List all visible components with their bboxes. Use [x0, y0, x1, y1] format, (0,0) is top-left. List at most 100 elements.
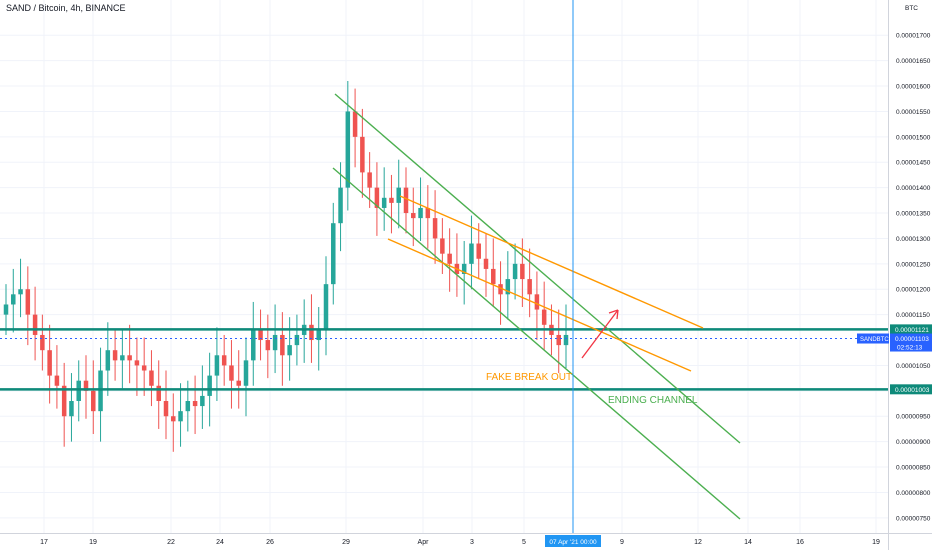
channel-upper-line[interactable] — [334, 93, 741, 444]
candle-body — [11, 294, 16, 305]
candle-body — [163, 401, 169, 417]
fake-breakout-label: FAKE BREAK OUT — [486, 372, 572, 383]
channel-lower-line[interactable] — [332, 167, 741, 520]
candle-body — [447, 253, 452, 264]
arrow-head — [608, 309, 619, 320]
arrow-shaft — [581, 309, 619, 359]
candle-body — [54, 375, 60, 386]
crosshair-time-tag — [545, 535, 601, 547]
price-tick-label: 0.00001650 — [896, 58, 931, 65]
candle-body — [440, 238, 445, 254]
time-tick-label: 26 — [266, 539, 274, 546]
candle-body — [505, 279, 511, 295]
candle-body — [280, 334, 285, 356]
resistance-price-text: 0.00001121 — [895, 327, 929, 334]
time-tick-label: 29 — [342, 539, 350, 546]
candle-body — [520, 263, 525, 280]
candle-body — [258, 329, 263, 341]
candle-body — [171, 416, 176, 422]
time-tick-label: 12 — [694, 539, 702, 546]
candle-body — [403, 187, 409, 214]
candle-body — [200, 395, 205, 407]
candle-body — [40, 334, 45, 351]
ending-channel-label: ENDING CHANNEL — [608, 395, 698, 406]
candle-body — [352, 111, 358, 137]
candle-body — [214, 355, 220, 376]
last-price-tag — [890, 333, 932, 352]
time-tick-label: 16 — [796, 539, 804, 546]
orange-lower-line[interactable] — [387, 238, 692, 372]
candle-body — [527, 279, 532, 295]
candle-body — [367, 172, 372, 188]
candle-body — [18, 289, 23, 295]
candle-body — [3, 304, 9, 315]
candle-body — [491, 268, 496, 285]
currency-label: BTC — [905, 5, 918, 12]
time-tick-label: 14 — [744, 539, 752, 546]
price-tick-label: 0.00000800 — [896, 490, 931, 497]
price-tick-label: 0.00001500 — [896, 134, 931, 141]
candle-body — [178, 411, 183, 422]
candle-body — [229, 365, 234, 381]
candle-body — [120, 355, 125, 361]
candle-body — [127, 355, 132, 361]
time-tick-label: 19 — [89, 539, 97, 546]
resistance-price-tag — [890, 324, 932, 335]
candle-body — [156, 385, 161, 401]
candle-body — [98, 370, 103, 412]
candle-body — [338, 187, 343, 224]
candle-body — [192, 401, 198, 407]
price-tick-label: 0.00001300 — [896, 236, 931, 243]
price-tick-label: 0.00000850 — [896, 465, 931, 472]
candle-body — [381, 197, 387, 208]
price-tick-label: 0.00000950 — [896, 414, 931, 421]
time-tick-label: 22 — [167, 539, 175, 546]
candle-body — [309, 324, 314, 341]
price-tick-label: 0.00000900 — [896, 439, 931, 446]
candle-body — [76, 380, 81, 401]
candle-body — [345, 111, 351, 188]
price-tick-label: 0.00001400 — [896, 185, 931, 192]
candle-body — [47, 350, 52, 376]
price-tick-label: 0.00000750 — [896, 515, 931, 522]
candle-body — [541, 309, 547, 325]
plot-area — [0, 0, 888, 533]
candle-body — [294, 334, 300, 346]
candle-body — [25, 289, 31, 315]
price-tick-label: 0.00001150 — [896, 312, 930, 319]
candle-body — [476, 243, 481, 259]
time-tick-label: 9 — [620, 539, 624, 546]
candle-body — [236, 380, 241, 386]
candle-body — [141, 365, 147, 371]
price-tick-label: 0.00001600 — [896, 84, 931, 91]
candle-body — [287, 345, 292, 356]
time-tick-label: 5 — [522, 539, 526, 546]
orange-upper-line[interactable] — [399, 195, 704, 329]
candle-body — [265, 340, 271, 351]
candle-body — [185, 401, 191, 412]
price-tick-label: 0.00001250 — [896, 261, 931, 268]
symbol-tag — [857, 333, 889, 344]
price-tick-label: 0.00001450 — [896, 160, 931, 167]
price-tick-label: 0.00001700 — [896, 33, 931, 40]
candle-body — [207, 375, 212, 396]
price-tick-label: 0.00001200 — [896, 287, 931, 294]
candle-body — [69, 401, 74, 417]
candle-body — [112, 350, 118, 361]
candle-body — [432, 218, 438, 239]
candle-body — [396, 187, 401, 203]
candle-body — [498, 284, 503, 295]
price-axis-panel — [888, 0, 932, 550]
candle-body — [534, 294, 540, 310]
time-tick-label: 19 — [872, 539, 880, 546]
bar-countdown-text: 02:52:13 — [897, 345, 923, 352]
candle-body — [418, 207, 423, 219]
last-price-text: 0.00001103 — [895, 336, 929, 343]
support-price-tag — [890, 384, 932, 395]
candle-body — [243, 360, 249, 386]
support-price-text: 0.00001003 — [895, 387, 930, 394]
candle-body — [411, 213, 416, 219]
candle-body — [360, 136, 365, 173]
